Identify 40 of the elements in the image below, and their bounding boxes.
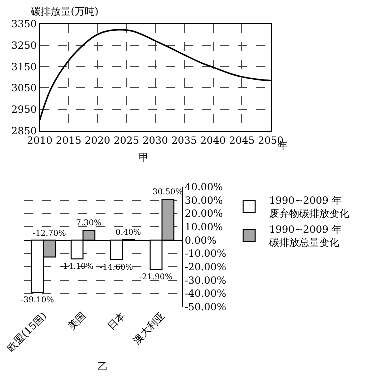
y-tick-label: 10.00%	[185, 222, 224, 234]
y-tick-label: -30.00%	[185, 276, 227, 287]
y-tick-label: 0.00%	[185, 236, 217, 247]
y-axis-title: 碳排放量(万吨)	[30, 6, 99, 18]
x-tick-label: 2010	[27, 136, 53, 147]
y-tick-label: -40.00%	[185, 289, 227, 300]
y-tick-label: 3150	[12, 62, 37, 74]
x-tick-label: 2015	[56, 136, 82, 147]
y-tick-label: 30.00%	[185, 196, 224, 207]
y-tick-label: -50.00%	[185, 302, 227, 314]
x-tick-label: 2020	[85, 136, 110, 147]
x-tick-label: 日本	[106, 310, 128, 333]
data-label: 30.50%	[152, 188, 184, 197]
x-tick-label: 2040	[200, 136, 226, 147]
data-label: -12.70%	[33, 229, 67, 238]
y-tick-label: 2950	[12, 105, 37, 116]
data-label: -14.10%	[60, 262, 94, 272]
y-tick-label: -10.00%	[185, 249, 227, 260]
data-label: 7.30%	[76, 218, 102, 228]
x-tick-label: 澳大利亚	[131, 310, 168, 347]
text: 甲	[139, 153, 149, 164]
y-tick-label: 3350	[12, 20, 37, 30]
y-tick-label: -20.00%	[185, 262, 227, 274]
x-tick-label: 2030	[142, 136, 168, 147]
y-tick-label: 20.00%	[185, 209, 224, 220]
y-tick-label: 3250	[12, 40, 37, 52]
x-tick-label: 2035	[172, 136, 198, 147]
data-label: 0.40%	[116, 228, 142, 237]
x-tick-label: 美国	[66, 310, 89, 333]
data-label: -14.60%	[100, 262, 134, 272]
y-tick-label: 3050	[12, 84, 37, 95]
x-tick-label: 2025	[114, 136, 140, 147]
y-tick-label: 40.00%	[185, 182, 224, 194]
text: 乙	[98, 362, 108, 373]
legend-label: 1990~2009 年废弃物碳排放变化	[269, 194, 350, 220]
x-tick-label: 2045	[229, 136, 255, 147]
data-label: -39.10%	[21, 295, 55, 304]
y-tick-label: 2850	[12, 126, 37, 138]
legend-label: 1990~2009 年碳排放总量变化	[268, 224, 342, 249]
data-label: -21.90%	[140, 272, 174, 282]
